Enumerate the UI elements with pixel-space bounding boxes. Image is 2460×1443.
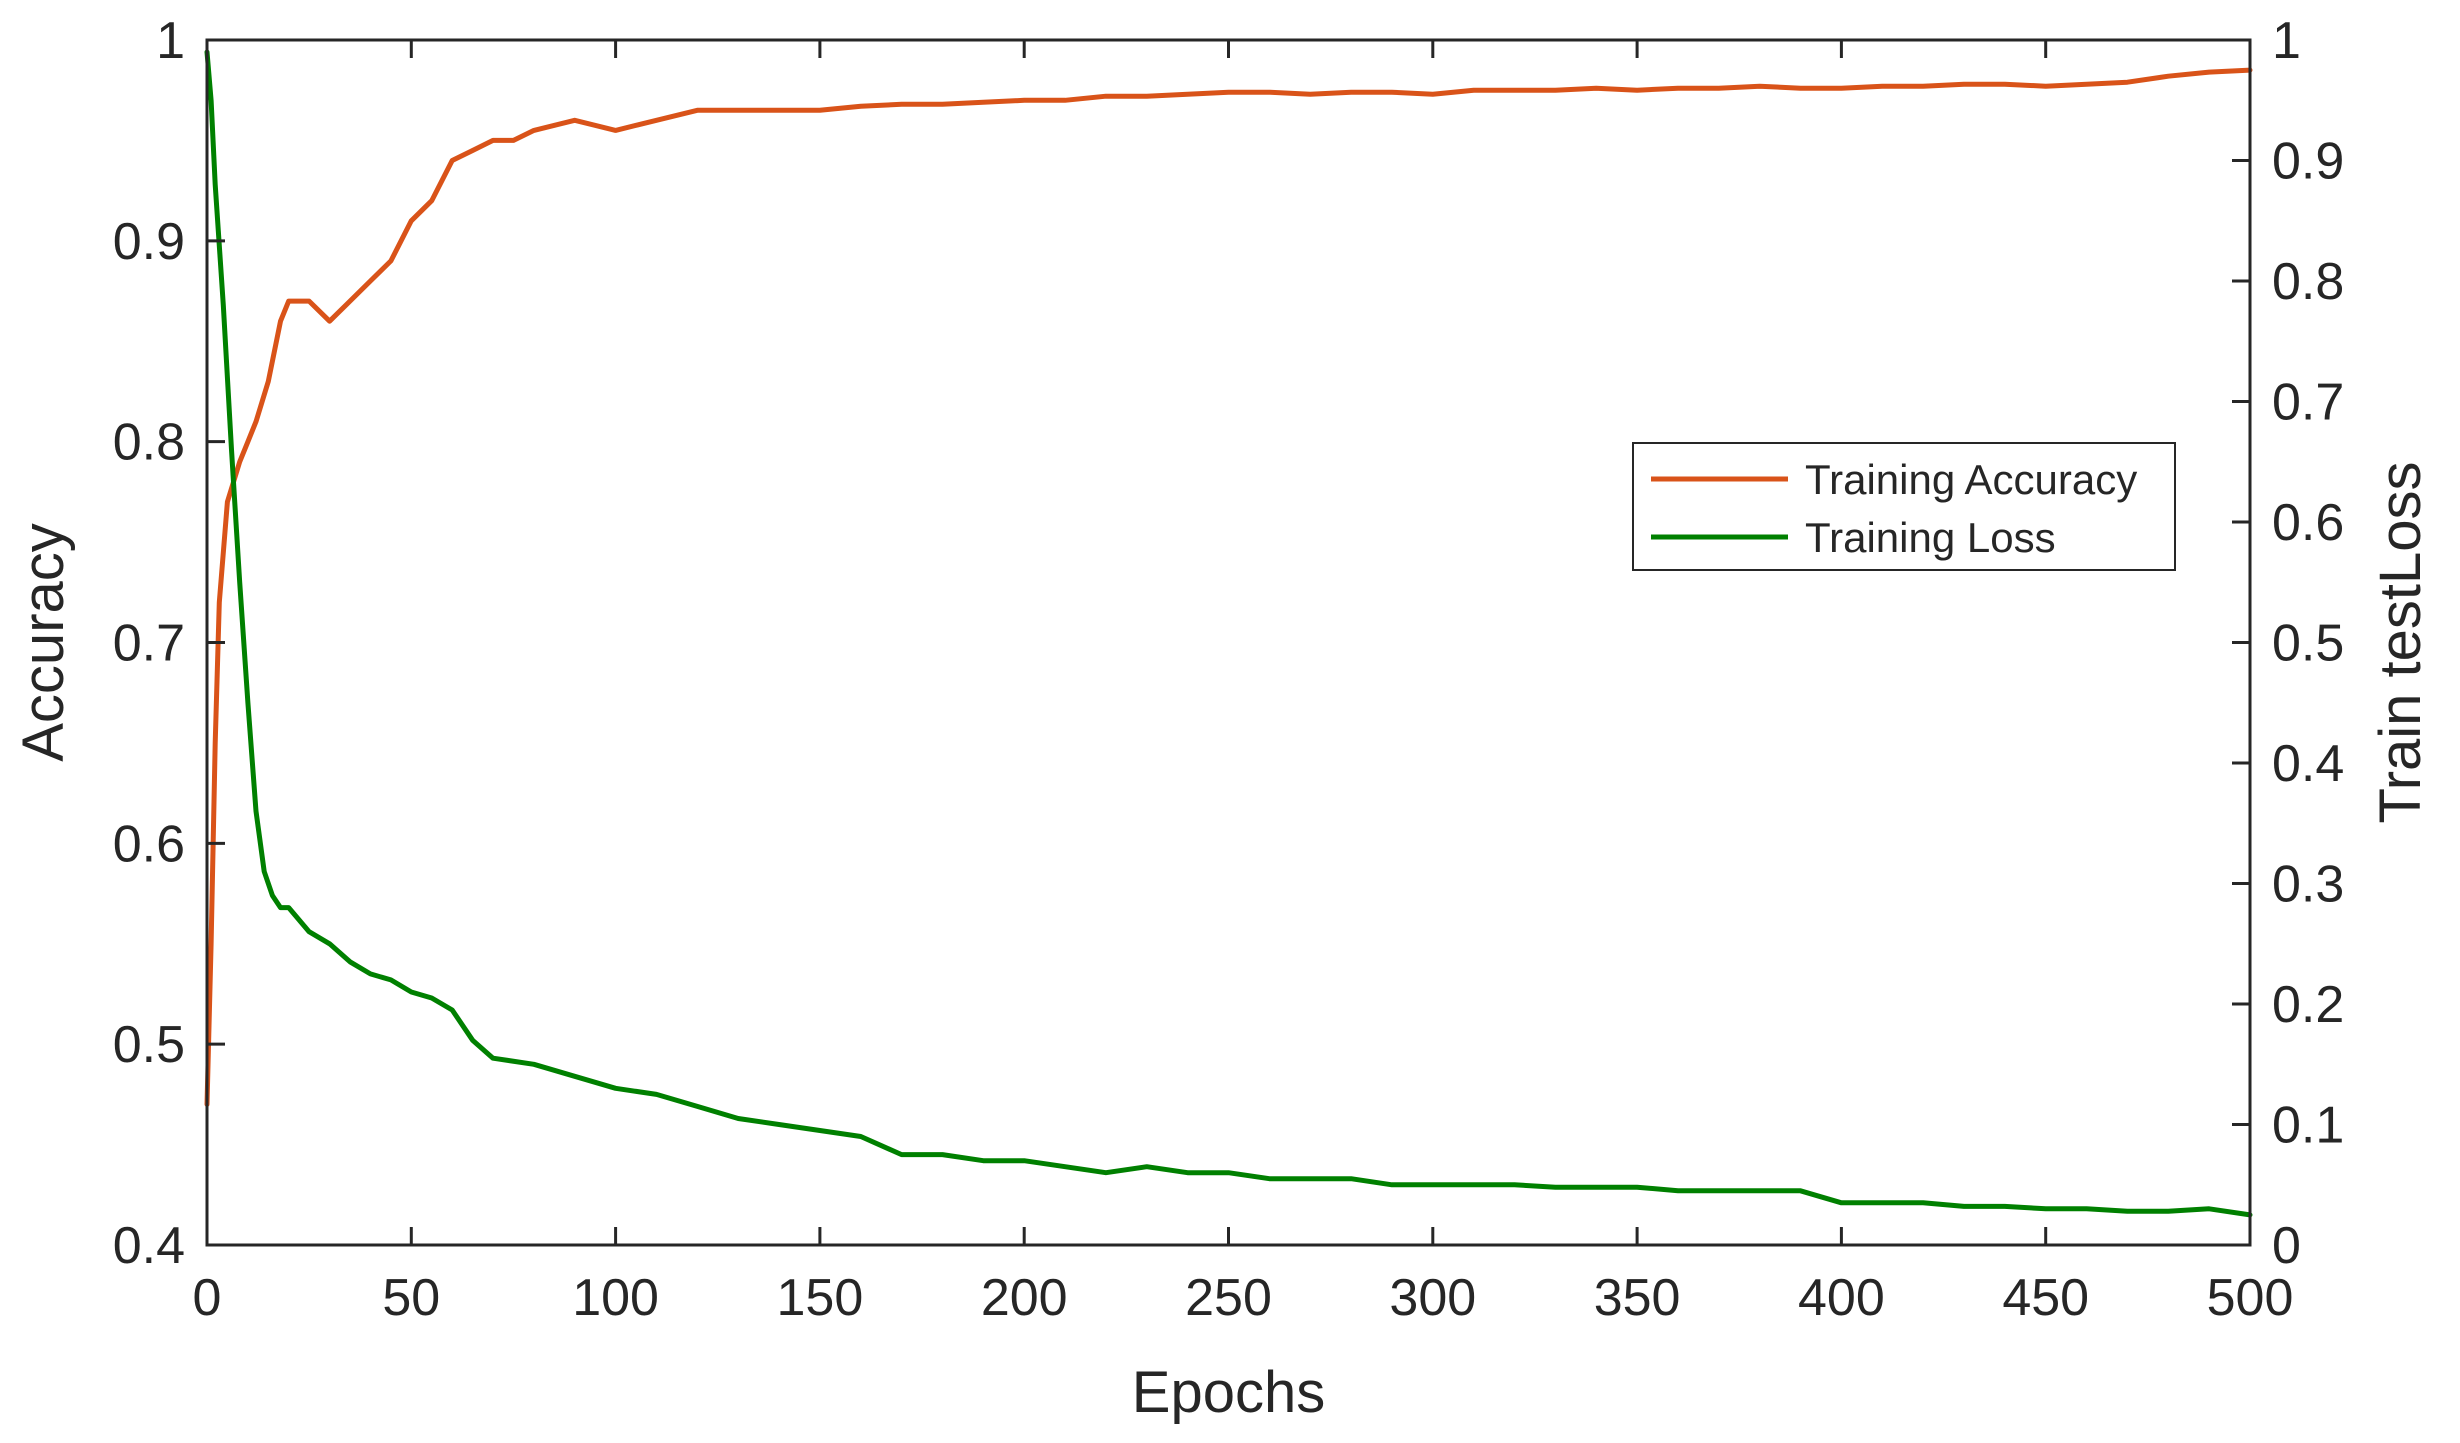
legend-label-training-accuracy: Training Accuracy: [1805, 456, 2137, 503]
y-axis-left: 0.4 0.5 0.6 0.7 0.8 0.9 1: [113, 12, 225, 1275]
y-right-tick-label: 0.5: [2272, 615, 2344, 673]
y-left-tick-label: 0.7: [113, 615, 185, 673]
y-right-tick-label: 0.1: [2272, 1097, 2344, 1155]
y-axis-left-label: Accuracy: [11, 523, 76, 762]
y-axis-right-label: Train testLoss: [2368, 461, 2433, 823]
x-tick-label: 250: [1185, 1269, 1272, 1327]
y-left-tick-label: 0.4: [113, 1217, 185, 1275]
x-tick-label: 50: [382, 1269, 440, 1327]
x-tick-label: 450: [2002, 1269, 2089, 1327]
y-left-tick-label: 0.5: [113, 1016, 185, 1074]
y-left-tick-label: 1: [156, 12, 185, 70]
y-right-tick-label: 1: [2272, 12, 2301, 70]
series-line-training-accuracy: [204, 67, 2253, 1107]
x-tick-label: 0: [193, 1269, 222, 1327]
x-tick-label: 350: [1594, 1269, 1681, 1327]
legend: Training Accuracy Training Loss: [1632, 442, 2176, 571]
y-left-tick-label: 0.8: [113, 414, 185, 472]
y-right-tick-label: 0.3: [2272, 856, 2344, 914]
y-left-tick-label: 0.6: [113, 815, 185, 873]
y-right-tick-label: 0.6: [2272, 494, 2344, 552]
y-left-tick-label: 0.9: [113, 213, 185, 271]
y-right-tick-label: 0.9: [2272, 133, 2344, 191]
x-tick-label: 100: [572, 1269, 659, 1327]
x-tick-label: 400: [1798, 1269, 1885, 1327]
y-right-tick-label: 0.7: [2272, 374, 2344, 432]
y-axis-right: 0 0.1 0.2 0.3 0.4 0.5 0.6 0.7 0.8 0.9 1: [2232, 12, 2344, 1275]
y-right-tick-label: 0.4: [2272, 735, 2344, 793]
series-line-training-loss: [204, 49, 2253, 1218]
x-tick-label: 300: [1389, 1269, 1476, 1327]
x-axis: 0 50 100 150 200 250 300 350 400 450 500: [193, 40, 2294, 1327]
y-right-tick-label: 0.8: [2272, 253, 2344, 311]
x-tick-label: 150: [777, 1269, 864, 1327]
legend-box: [1632, 442, 2176, 571]
x-tick-label: 500: [2207, 1269, 2294, 1327]
x-tick-label: 200: [981, 1269, 1068, 1327]
x-axis-label: Epochs: [1132, 1360, 1325, 1425]
y-right-tick-label: 0.2: [2272, 976, 2344, 1034]
legend-label-training-loss: Training Loss: [1805, 514, 2056, 561]
y-right-tick-label: 0: [2272, 1217, 2301, 1275]
series-layer: [204, 49, 2253, 1218]
